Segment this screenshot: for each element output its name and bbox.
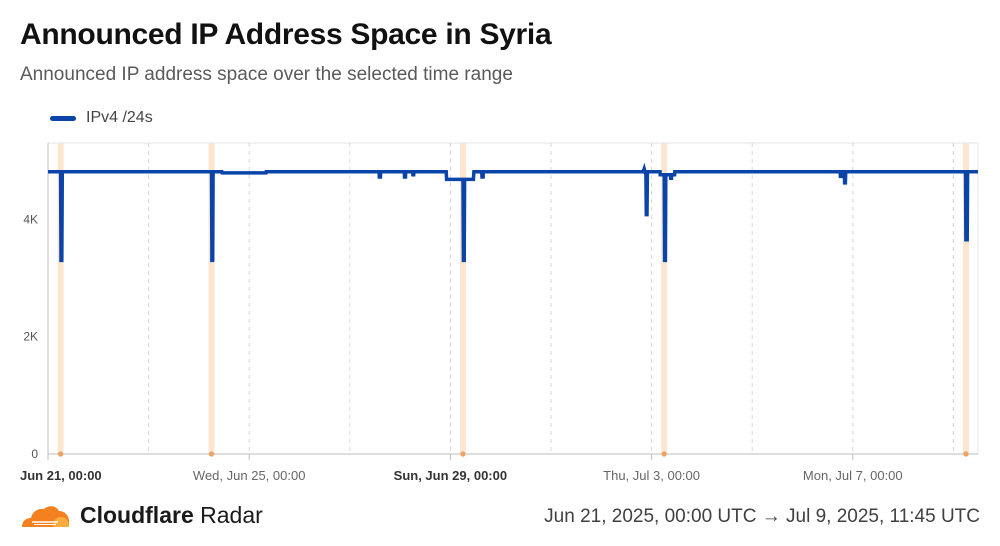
y-tick-label: 0	[31, 447, 38, 461]
highlight-dot	[460, 451, 466, 457]
chart-subtitle: Announced IP address space over the sele…	[20, 64, 513, 85]
highlight-band	[661, 143, 668, 454]
axes	[47, 143, 978, 460]
highlight-dot	[208, 451, 215, 457]
highlight-band	[962, 143, 969, 454]
series-lines	[48, 162, 978, 263]
x-tick-labels: Jun 21, 00:00 Wed, Jun 25, 00:00 Sun, Jun …	[20, 468, 903, 483]
legend[interactable]: IPv4 /24s	[50, 109, 153, 127]
highlight-dot	[57, 451, 64, 457]
x-tick-label: Mon, Jul 7, 00:00	[803, 468, 903, 483]
highlight-band	[459, 143, 466, 454]
highlight-band	[57, 143, 64, 454]
x-tick-label: Thu, Jul 3, 00:00	[603, 468, 700, 483]
time-range: Jun 21, 2025, 00:00 UTC → Jul 9, 2025, 1…	[544, 506, 980, 527]
chart-title: Announced IP Address Space in Syria	[20, 18, 552, 51]
series-line	[48, 162, 978, 263]
highlight-band	[208, 143, 215, 454]
legend-label: IPv4 /24s	[86, 109, 153, 126]
x-tick-label: Sun, Jun 29, 00:00	[394, 468, 507, 483]
y-tick-label: 2K	[23, 330, 38, 344]
cloudflare-cloud-icon	[22, 505, 69, 527]
y-tick-label: 4K	[23, 212, 38, 226]
highlight-dot	[661, 451, 667, 457]
x-tick-label: Jun 21, 00:00	[20, 468, 102, 483]
brand-name: Cloudflare Radar	[80, 502, 263, 528]
y-tick-labels: 0 2K 4K	[23, 212, 38, 461]
grid-lines	[48, 142, 979, 454]
brand[interactable]: Cloudflare Radar	[20, 502, 263, 529]
legend-swatch	[50, 115, 76, 121]
highlight-bands	[57, 143, 969, 454]
highlight-dots	[57, 451, 969, 457]
x-tick-label: Wed, Jun 25, 00:00	[193, 468, 306, 483]
highlight-dot	[963, 451, 969, 457]
